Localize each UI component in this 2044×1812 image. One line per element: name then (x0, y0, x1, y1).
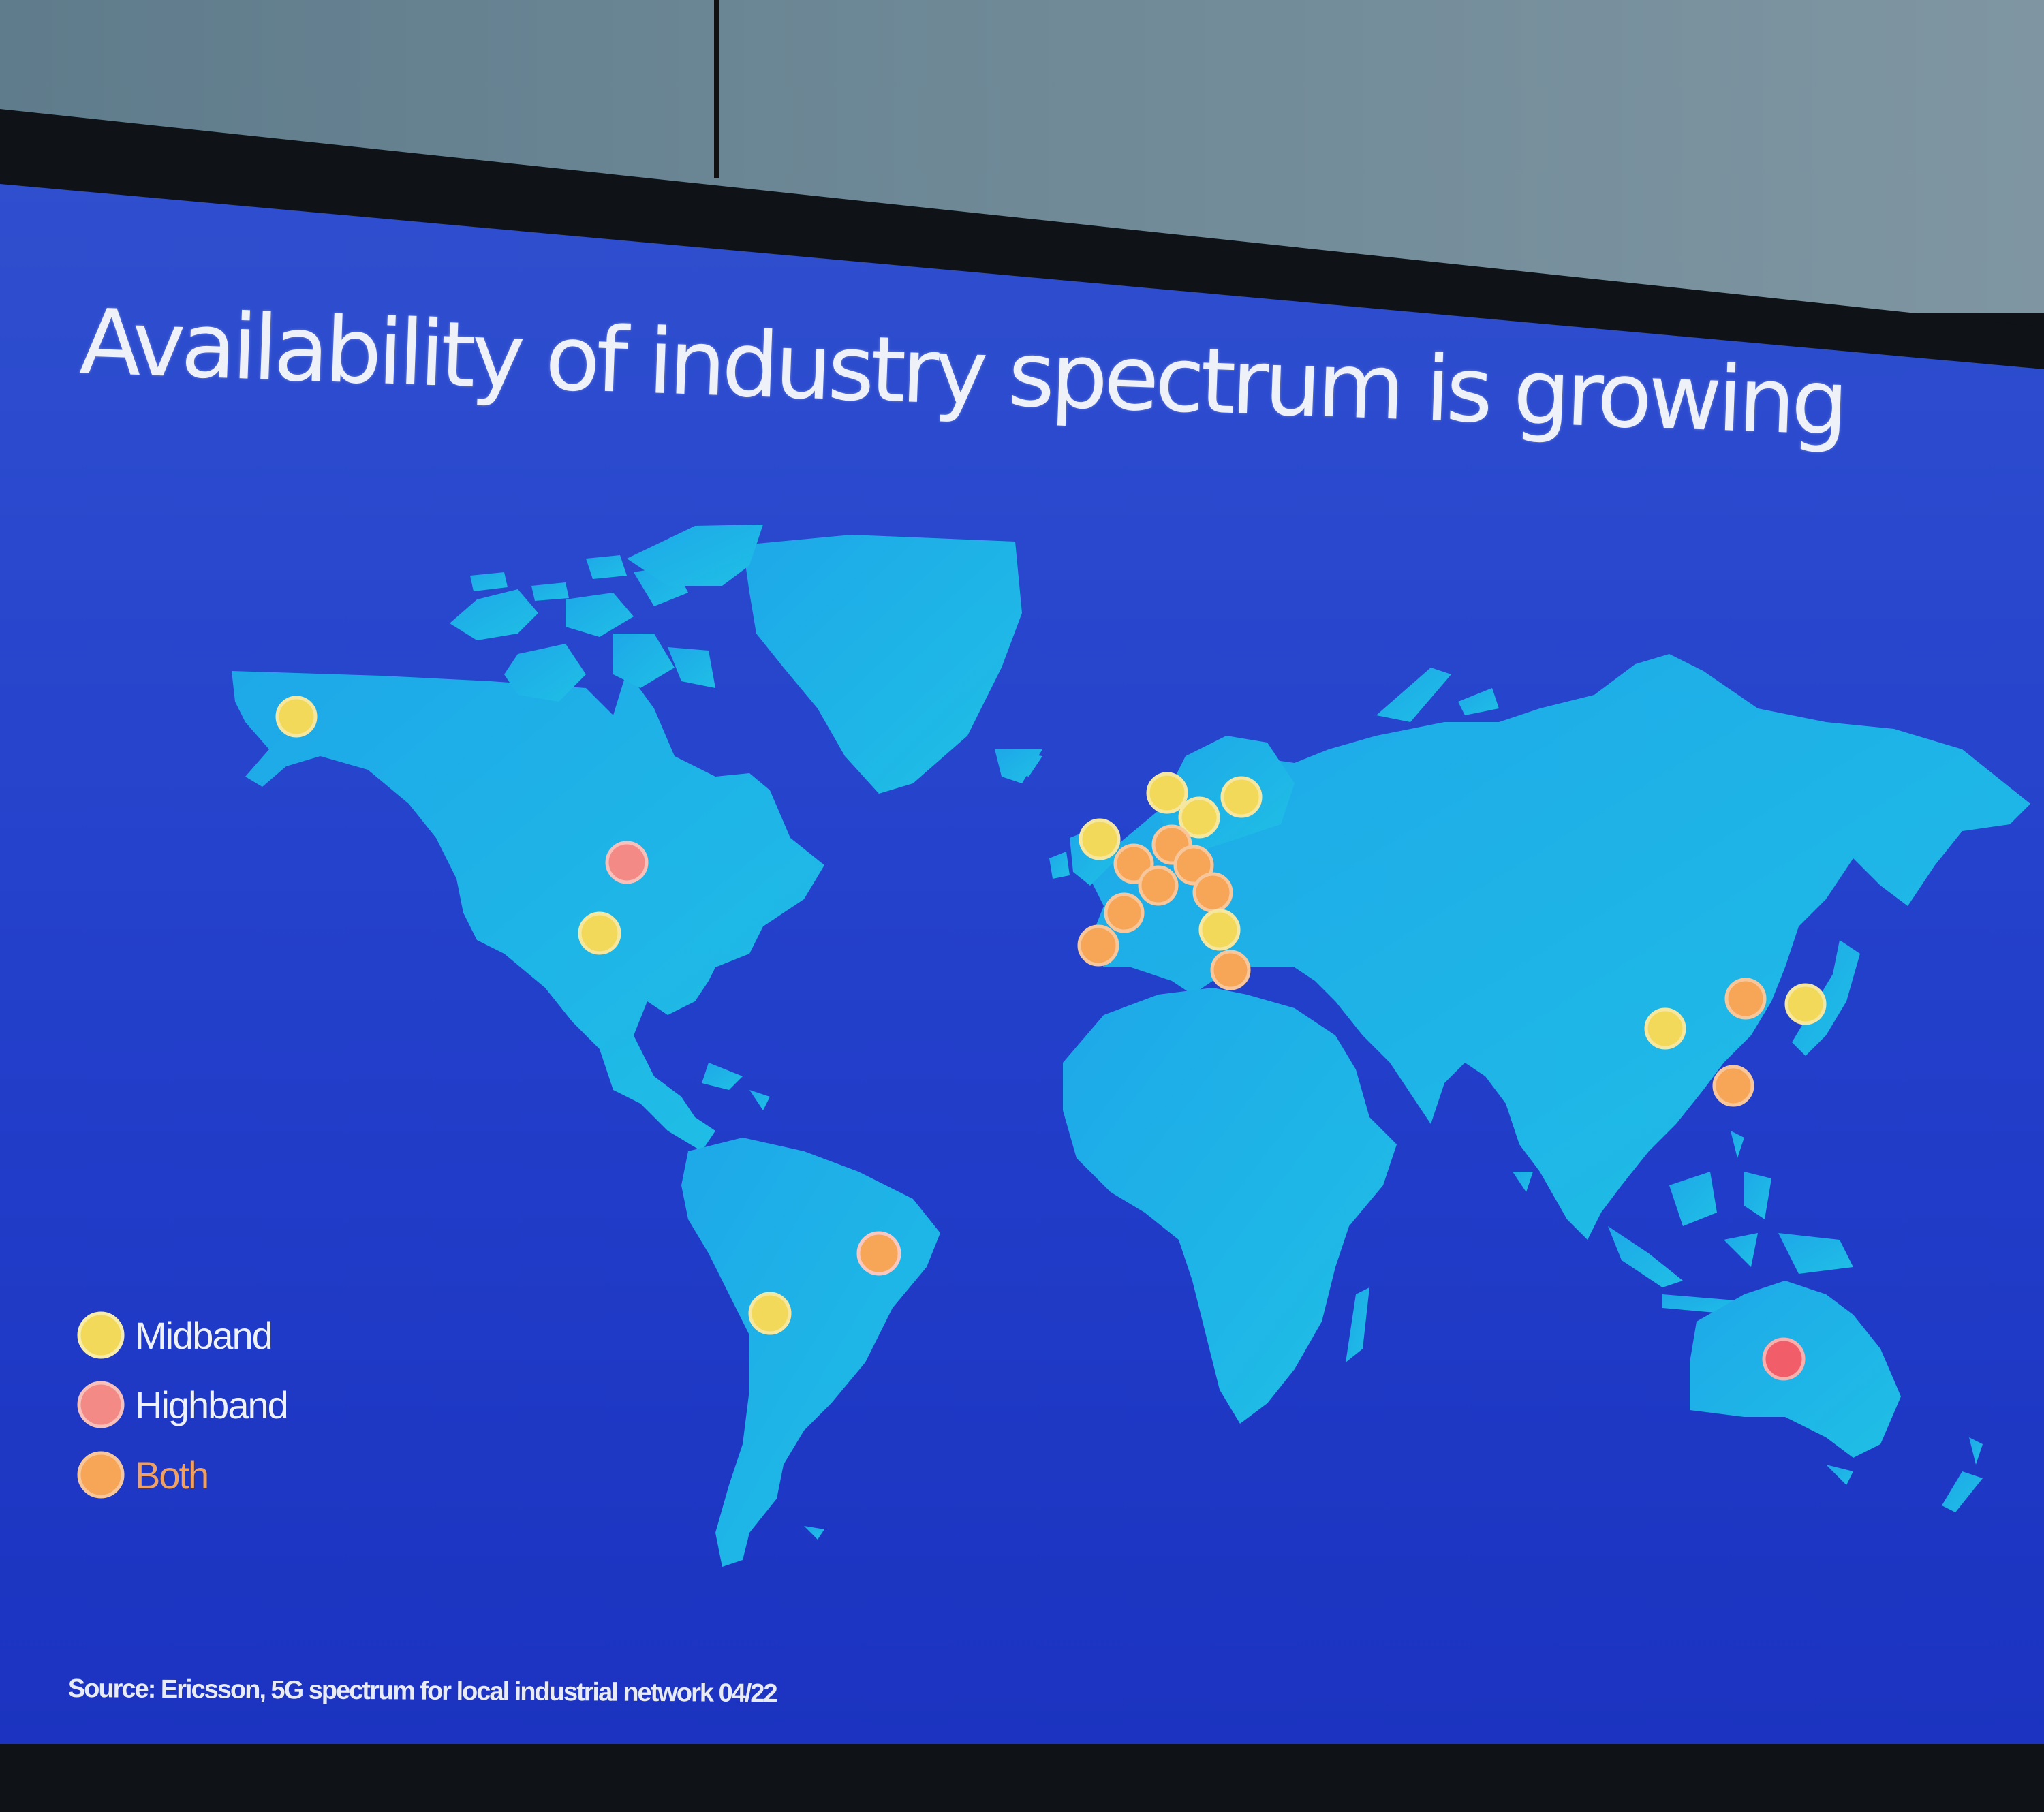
legend-label-both: Both (135, 1454, 209, 1497)
africa-shape (1063, 988, 1397, 1424)
legend-markers (77, 1311, 125, 1499)
dot-usa (578, 911, 621, 955)
dot-canada (605, 841, 649, 884)
greenland-shape (743, 535, 1022, 794)
dot-chile-argentina (748, 1292, 792, 1335)
dot-korea (1724, 978, 1767, 1020)
north-america-shape (232, 671, 824, 1151)
legend-midband-dot (77, 1311, 125, 1359)
legend-label-midband: Midband (135, 1314, 273, 1357)
legend-label-highband: Highband (135, 1384, 289, 1426)
dot-australia (1762, 1337, 1806, 1381)
dot-china (1644, 1007, 1686, 1050)
source-note: Source: Ericsson, 5G spectrum for local … (67, 1674, 777, 1708)
legend-both-dot (77, 1451, 125, 1499)
dot-taiwan (1712, 1065, 1754, 1107)
dot-alaska (275, 696, 318, 738)
eurasia-shape (1090, 654, 2030, 1240)
dot-japan (1784, 983, 1827, 1025)
slide-background (0, 184, 2044, 1744)
legend-highband-dot (77, 1381, 125, 1428)
dot-brazil (856, 1231, 901, 1276)
